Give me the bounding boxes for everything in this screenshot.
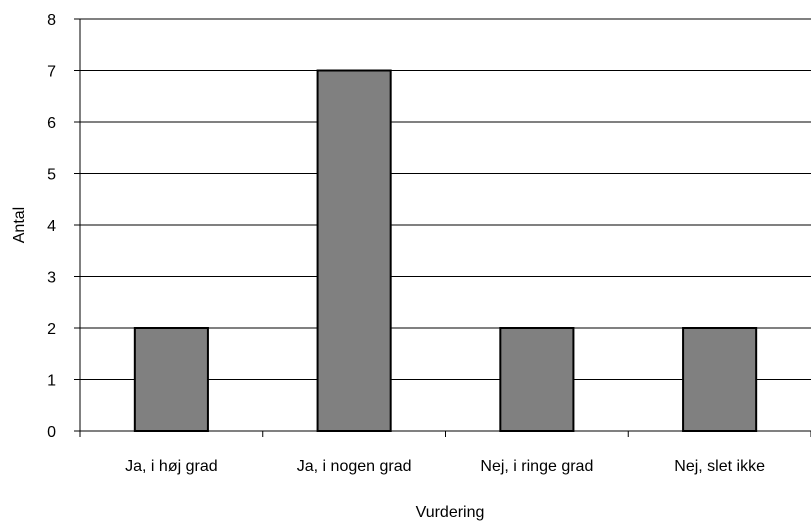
y-tick-label: 6 <box>47 115 56 132</box>
y-tick-label: 7 <box>47 64 56 81</box>
y-tick-label: 3 <box>47 270 56 287</box>
y-tick-label: 1 <box>47 373 56 390</box>
gridlines <box>80 18 811 380</box>
y-tick-label: 4 <box>47 218 56 235</box>
bar <box>316 69 392 432</box>
bar <box>133 327 209 432</box>
x-tick-label: Nej, slet ikke <box>674 458 765 475</box>
x-tick-label: Ja, i nogen grad <box>297 458 412 475</box>
y-tick-label: 0 <box>47 424 56 441</box>
y-tick-label: 8 <box>47 12 56 29</box>
x-tick-label: Nej, i ringe grad <box>480 458 593 475</box>
x-tick-labels: Ja, i høj grad Ja, i nogen grad Nej, i rin… <box>79 431 811 475</box>
bar <box>682 327 758 432</box>
x-axis-title: Vurdering <box>416 504 485 521</box>
y-tick-label: 5 <box>47 167 56 184</box>
x-tick-label: Ja, i høj grad <box>125 458 217 475</box>
y-tick-label: 2 <box>47 321 56 338</box>
bars <box>133 69 758 432</box>
y-tick-labels: 0 1 2 3 4 5 6 7 8 <box>47 12 80 441</box>
y-axis-title: Antal <box>11 207 28 243</box>
bar <box>499 327 575 432</box>
